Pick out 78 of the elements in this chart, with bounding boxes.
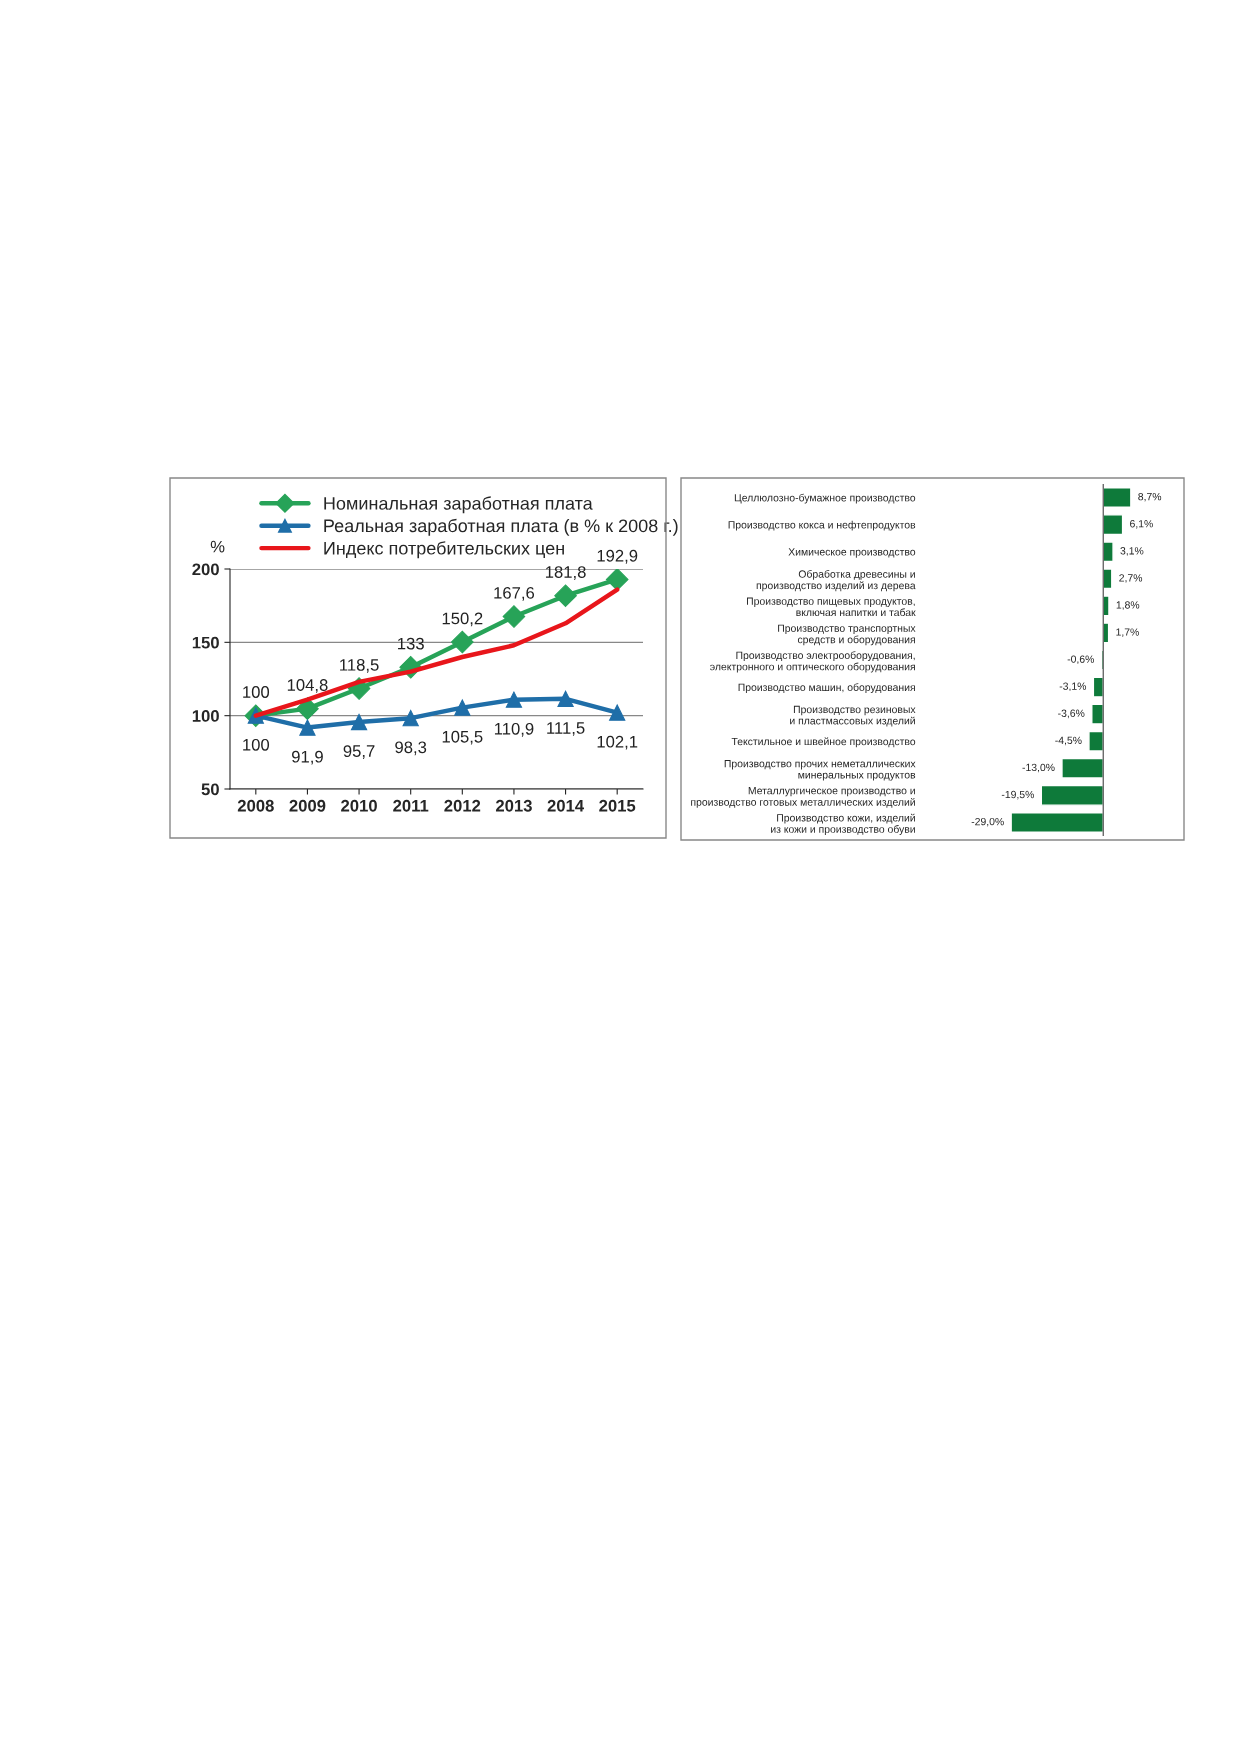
point — [299, 719, 316, 736]
data-label: -3,6% — [1058, 709, 1085, 719]
point — [454, 699, 471, 716]
y-axis-title: % — [210, 540, 225, 553]
x-tick-label: 2012 — [444, 799, 481, 812]
y-tick-label: Текстильное и швейное производство — [731, 737, 916, 748]
point — [350, 713, 368, 731]
y-tick-label: Производство кожи, изделий из кожи и производство обуви — [771, 813, 915, 835]
y-tick-label: 100 — [192, 710, 219, 722]
y-tick-label: Производство машин, оборудования — [738, 683, 915, 694]
data-label: -13,0% — [1022, 763, 1055, 773]
y-tick-label: Целлюлозно-бумажное производство — [734, 493, 916, 504]
data-label: 104,8 — [287, 679, 328, 693]
data-label: 8,7% — [1138, 492, 1162, 502]
bar — [1102, 541, 1114, 563]
data-label: -29,0% — [971, 817, 1004, 827]
data-label: 2,7% — [1119, 574, 1143, 583]
bar — [1102, 487, 1132, 508]
data-label: 118,5 — [340, 658, 379, 673]
data-label: -0,6% — [1067, 655, 1095, 665]
data-label: 1,7% — [1116, 628, 1139, 637]
y-tick-label: 150 — [192, 636, 219, 649]
y-tick-label: Производство электрооборудования, электронного и оптического оборудования — [710, 651, 915, 673]
point — [605, 569, 629, 591]
data-label: -3,1% — [1059, 682, 1087, 692]
data-label: 192,9 — [597, 549, 638, 564]
bar — [1040, 784, 1104, 806]
data-label: 91,9 — [292, 750, 323, 765]
y-tick-label: Производство кокса и нефтепродуктов — [728, 520, 916, 531]
bar — [1102, 514, 1124, 536]
bar — [1092, 676, 1104, 698]
legend-label: Реальная заработная плата (в % к 2008 г.) — [324, 518, 678, 536]
x-tick-label: 2015 — [599, 799, 636, 812]
y-tick-label: 200 — [192, 563, 219, 576]
data-label: 102,1 — [597, 735, 638, 750]
data-label: 133 — [398, 637, 424, 650]
point — [450, 630, 474, 654]
x-tick-label: 2008 — [237, 799, 274, 812]
point — [402, 710, 419, 727]
x-tick-label: 2011 — [393, 799, 429, 812]
data-label: 105,5 — [442, 730, 483, 745]
data-label: 181,8 — [545, 566, 586, 580]
point — [609, 704, 626, 721]
data-label: 98,3 — [395, 741, 427, 756]
y-tick-label: Производство пищевых продуктов, включая напитки и табак — [747, 597, 916, 617]
data-label: 1,8% — [1116, 601, 1140, 610]
data-label: 150,2 — [442, 612, 483, 627]
bar — [1010, 812, 1104, 833]
point — [505, 691, 523, 708]
data-label: 6,1% — [1130, 520, 1153, 529]
bar — [1088, 730, 1104, 752]
bar — [1061, 757, 1104, 779]
point — [557, 690, 574, 707]
data-label: 95,7 — [343, 745, 375, 759]
point — [502, 605, 526, 628]
y-tick-label: Производство транспортных средств и оборудования — [778, 624, 916, 646]
x-tick-label: 2013 — [495, 799, 532, 812]
x-tick-label: 2009 — [289, 799, 326, 812]
legend-label: Индекс потребительских цен — [324, 541, 564, 559]
y-tick-label: Обработка древесины и производство изделий из дерева — [756, 570, 916, 592]
data-label: -19,5% — [1001, 790, 1034, 800]
y-tick-label: 50 — [201, 783, 219, 796]
data-label: 167,6 — [494, 586, 535, 601]
bar — [1091, 703, 1104, 725]
y-tick-label: Производство прочих неметаллических минеральных продуктов — [724, 760, 916, 781]
x-tick-label: 2010 — [341, 799, 377, 812]
legend-label: Номинальная заработная плата — [324, 496, 593, 514]
y-tick-label: Металлургическое производство и производство готовых металлических изделий — [691, 787, 915, 808]
data-label: 3,1% — [1120, 547, 1144, 556]
data-label: 111,5 — [547, 722, 585, 736]
y-tick-label: Химическое производство — [788, 548, 916, 558]
x-tick-label: 2014 — [547, 799, 585, 812]
data-label: -4,5% — [1055, 736, 1082, 746]
data-label: 100 — [243, 686, 270, 698]
data-label: 110,9 — [494, 722, 534, 737]
point — [554, 584, 577, 608]
data-label: 100 — [243, 738, 270, 751]
y-tick-label: Производство резиновых и пластмассовых изделий — [790, 705, 916, 727]
